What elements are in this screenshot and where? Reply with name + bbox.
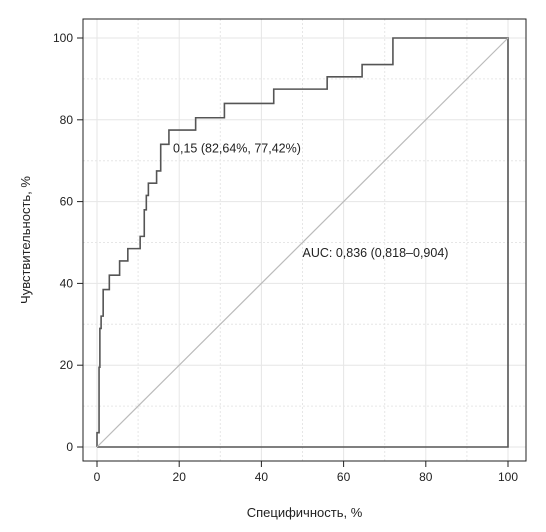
x-tick-label: 60: [337, 470, 351, 484]
plot-frame: [82, 18, 527, 462]
x-tick-label: 80: [419, 470, 433, 484]
x-tick-label: 0: [94, 470, 101, 484]
y-tick-label: 60: [60, 195, 74, 209]
y-tick-label: 80: [60, 113, 74, 127]
y-tick-label: 100: [53, 31, 73, 45]
ticks: 0 20 40 60 80 100 0 20 40 60 80 100: [53, 31, 518, 484]
x-tick-label: 20: [173, 470, 187, 484]
x-axis-title: Специфичность, %: [247, 505, 363, 520]
x-tick-label: 100: [498, 470, 518, 484]
cutoff-annotation: 0,15 (82,64%, 77,42%): [173, 142, 301, 156]
y-tick-label: 0: [66, 440, 73, 454]
y-tick-label: 20: [60, 358, 74, 372]
series-layer: [96, 37, 509, 448]
y-axis-title: Чувствительность, %: [18, 176, 33, 304]
reference-diagonal-line: [96, 37, 509, 448]
auc-annotation: AUC: 0,836 (0,818–0,904): [303, 246, 449, 260]
x-tick-label: 40: [255, 470, 269, 484]
annotations: 0,15 (82,64%, 77,42%) AUC: 0,836 (0,818–0…: [173, 142, 448, 260]
y-tick-label: 40: [60, 276, 74, 290]
roc-curve-line: [96, 37, 509, 448]
